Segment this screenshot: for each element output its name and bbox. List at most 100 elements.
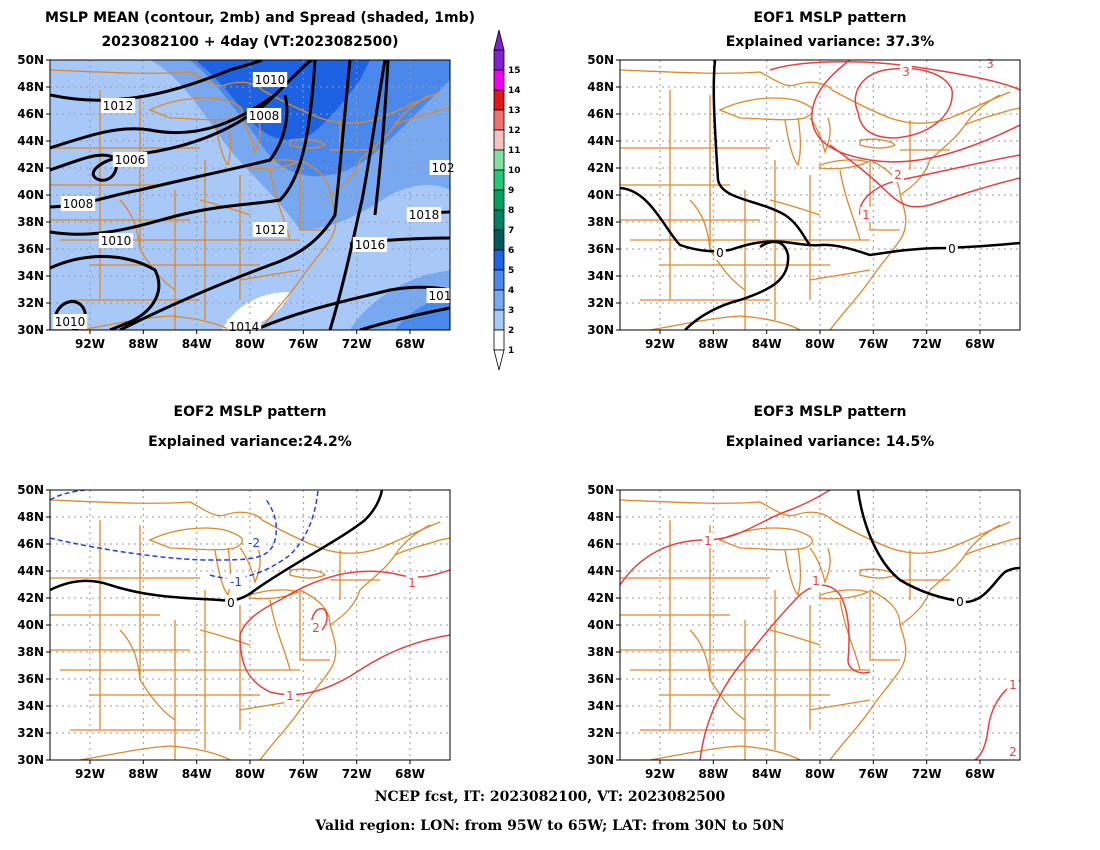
lon-tick-label: 68W bbox=[965, 767, 995, 781]
colorbar-label: 2 bbox=[508, 326, 514, 336]
contour-label-bg bbox=[225, 595, 237, 610]
contour-label: 2 bbox=[1009, 745, 1017, 759]
panel3-title-line1: EOF2 MSLP pattern bbox=[173, 404, 327, 420]
lat-tick-label: 36N bbox=[587, 242, 614, 256]
panel4-map: 0 1 1 1 2 50N 48N 46N 44N 42N 40N 38N 36N 34N 32N 30N 9… bbox=[587, 483, 1021, 781]
lat-tick-label: 44N bbox=[17, 134, 44, 148]
contour-label-bg bbox=[310, 620, 322, 635]
lon-tick-label: 72W bbox=[912, 337, 942, 351]
contour-label: 1008 bbox=[249, 109, 280, 123]
colorbar-label: 13 bbox=[508, 106, 521, 116]
panel3-title-line2: Explained variance:24.2% bbox=[148, 434, 352, 450]
lon-tick-label: 92W bbox=[645, 337, 675, 351]
lon-tick-label: 84W bbox=[182, 337, 212, 351]
lat-tick-label: 32N bbox=[17, 726, 44, 740]
lon-tick-label: 76W bbox=[288, 337, 318, 351]
lat-tick-label: 40N bbox=[587, 188, 614, 202]
lat-tick-label: 46N bbox=[587, 537, 614, 551]
lat-tick-label: 38N bbox=[587, 645, 614, 659]
lat-tick-label: 34N bbox=[17, 699, 44, 713]
lon-tick-label: 80W bbox=[805, 767, 835, 781]
panel3-contour-labels: -2 -1 0 1 1 2 bbox=[225, 535, 418, 703]
colorbar-bottom-arrow bbox=[493, 349, 505, 371]
contour-label-bg bbox=[284, 688, 296, 703]
colorbar-swatch bbox=[493, 189, 505, 211]
colorbar-swatch bbox=[493, 109, 505, 131]
lon-tick-label: 88W bbox=[698, 767, 728, 781]
contour-label: 1012 bbox=[103, 99, 134, 113]
lat-tick-label: 48N bbox=[587, 510, 614, 524]
contour-label: -2 bbox=[248, 536, 260, 550]
lat-tick-label: 40N bbox=[587, 618, 614, 632]
colorbar-swatch bbox=[493, 289, 505, 311]
colorbar-label: 15 bbox=[508, 66, 521, 76]
contour-label-bg bbox=[810, 573, 822, 588]
colorbar-swatch bbox=[493, 309, 505, 331]
colorbar-swatch bbox=[493, 89, 505, 111]
colorbar-label: 11 bbox=[508, 146, 521, 156]
lat-tick-label: 42N bbox=[17, 161, 44, 175]
lat-tick-label: 34N bbox=[587, 269, 614, 283]
lat-tick-label: 50N bbox=[17, 53, 44, 67]
lon-tick-label: 88W bbox=[698, 337, 728, 351]
lat-tick-label: 42N bbox=[587, 161, 614, 175]
lat-tick-label: 38N bbox=[17, 645, 44, 659]
panel2-contours bbox=[620, 60, 1020, 330]
lon-tick-label: 80W bbox=[235, 337, 265, 351]
lon-tick-label: 88W bbox=[128, 337, 158, 351]
lon-tick-label: 92W bbox=[645, 767, 675, 781]
lat-tick-label: 38N bbox=[17, 215, 44, 229]
contour-label-bg bbox=[112, 152, 148, 167]
contour-label: 101 bbox=[429, 289, 452, 303]
contour-label-bg bbox=[52, 314, 88, 329]
colorbar-swatch bbox=[493, 69, 505, 91]
contour-label-bg bbox=[244, 535, 264, 550]
contour-label: 1012 bbox=[255, 223, 286, 237]
contour-label: 102 bbox=[432, 161, 455, 175]
panel1-title-line2: 2023082100 + 4day (VT:2023082500) bbox=[101, 34, 399, 50]
panel2-contour-labels: 0 0 1 2 3 3 bbox=[714, 56, 996, 260]
lat-tick-label: 32N bbox=[587, 296, 614, 310]
lon-tick-label: 72W bbox=[342, 767, 372, 781]
lon-tick-label: 76W bbox=[858, 767, 888, 781]
contour-label: 2 bbox=[894, 168, 902, 182]
colorbar-label: 7 bbox=[508, 226, 514, 236]
contour-label: 1 bbox=[408, 576, 416, 590]
contour-label: 1 bbox=[704, 534, 712, 548]
panel4-contour-labels: 0 1 1 1 2 bbox=[702, 533, 1019, 759]
lat-tick-label: 50N bbox=[587, 483, 614, 497]
contour-label-bg bbox=[426, 288, 454, 303]
colorbar-top-arrow bbox=[493, 29, 505, 51]
lon-tick-label: 84W bbox=[182, 767, 212, 781]
contour-label-bg bbox=[714, 245, 726, 260]
contour-label-bg bbox=[860, 207, 872, 222]
panel2-map: 0 0 1 2 3 3 50N 48N 46N 44N 42N 40N 38N 36N 34N 32N 30N… bbox=[587, 53, 1021, 351]
colorbar-label: 4 bbox=[508, 286, 514, 296]
lat-tick-label: 30N bbox=[587, 753, 614, 767]
contour-label-bg bbox=[1007, 677, 1019, 692]
contour-label: 1 bbox=[1009, 678, 1017, 692]
contour-label: 3 bbox=[902, 65, 910, 79]
colorbar-swatch bbox=[493, 169, 505, 191]
colorbar-label: 1 bbox=[508, 346, 514, 356]
contour-label-bg bbox=[900, 64, 912, 79]
contour-label: 0 bbox=[227, 596, 235, 610]
lat-tick-label: 46N bbox=[17, 537, 44, 551]
contour-label: 1014 bbox=[229, 320, 260, 334]
contour-label-bg bbox=[98, 233, 134, 248]
colorbar-label: 12 bbox=[508, 126, 521, 136]
footer-line2: Valid region: LON: from 95W to 65W; LAT:… bbox=[315, 818, 785, 834]
panel4-title-line2: Explained variance: 14.5% bbox=[725, 434, 935, 450]
lat-tick-label: 38N bbox=[587, 215, 614, 229]
contour-label: 1010 bbox=[101, 234, 132, 248]
colorbar-swatch bbox=[493, 129, 505, 151]
lon-tick-label: 68W bbox=[965, 337, 995, 351]
contour-label: 1010 bbox=[255, 73, 286, 87]
lon-tick-label: 76W bbox=[858, 337, 888, 351]
lon-tick-label: 80W bbox=[805, 337, 835, 351]
lat-tick-label: 40N bbox=[17, 618, 44, 632]
colorbar-label: 5 bbox=[508, 266, 514, 276]
contour-label: 1006 bbox=[115, 153, 146, 167]
